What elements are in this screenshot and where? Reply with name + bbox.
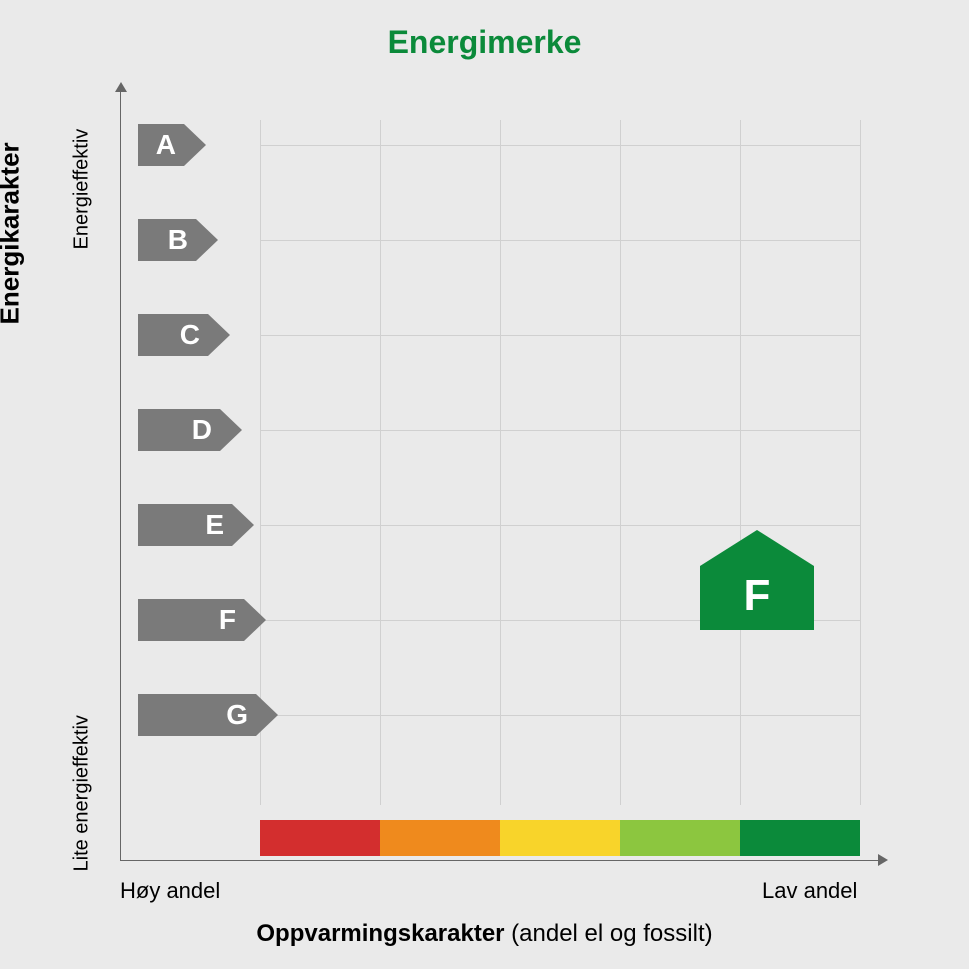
grade-arrow-f: F [138,599,266,641]
grid-line-h [260,715,860,716]
grade-label: C [180,314,200,356]
grid-line-v [620,120,621,805]
grade-label: B [168,219,188,261]
grade-label: F [219,599,236,641]
color-segment [620,820,740,856]
grade-arrow-d: D [138,409,242,451]
color-bar [260,820,860,856]
y-axis-arrow-icon [115,82,127,92]
grid-line-v [860,120,861,805]
grade-label: A [156,124,176,166]
grade-arrow-c: C [138,314,230,356]
grid-line-h [260,145,860,146]
grid-line-v [500,120,501,805]
grade-arrow-b: B [138,219,218,261]
x-axis-main-label: Oppvarmingskarakter (andel el og fossilt… [0,920,969,948]
x-axis-right-label: Lav andel [762,878,857,904]
grid-line-h [260,240,860,241]
grade-label: E [205,504,224,546]
y-axis-line [120,90,121,860]
x-axis-main-rest: (andel el og fossilt) [505,920,713,947]
color-segment [740,820,860,856]
color-segment [500,820,620,856]
y-axis-bottom-label: Lite energieffektiv [71,715,94,871]
x-axis-line [120,860,880,861]
y-axis-top-label: Energieffektiv [71,129,94,250]
color-segment [380,820,500,856]
chart-title: Energimerke [0,24,969,61]
grade-arrow-g: G [138,694,278,736]
rating-marker-label: F [700,571,814,621]
grid-line-h [260,430,860,431]
grade-arrow-a: A [138,124,206,166]
grade-arrow-e: E [138,504,254,546]
rating-marker: F [700,530,814,630]
grid-line-v [740,120,741,805]
grid-line-v [380,120,381,805]
x-axis-left-label: Høy andel [120,878,220,904]
x-axis-main-bold: Oppvarmingskarakter [256,920,504,947]
x-axis-arrow-icon [878,854,888,866]
grade-label: D [192,409,212,451]
grade-label: G [226,694,248,736]
y-axis-main-label: Energikarakter [0,142,26,324]
grid-line-h [260,525,860,526]
chart-area: A B C D E F G F [120,90,880,860]
grid-line-h [260,335,860,336]
color-segment [260,820,380,856]
